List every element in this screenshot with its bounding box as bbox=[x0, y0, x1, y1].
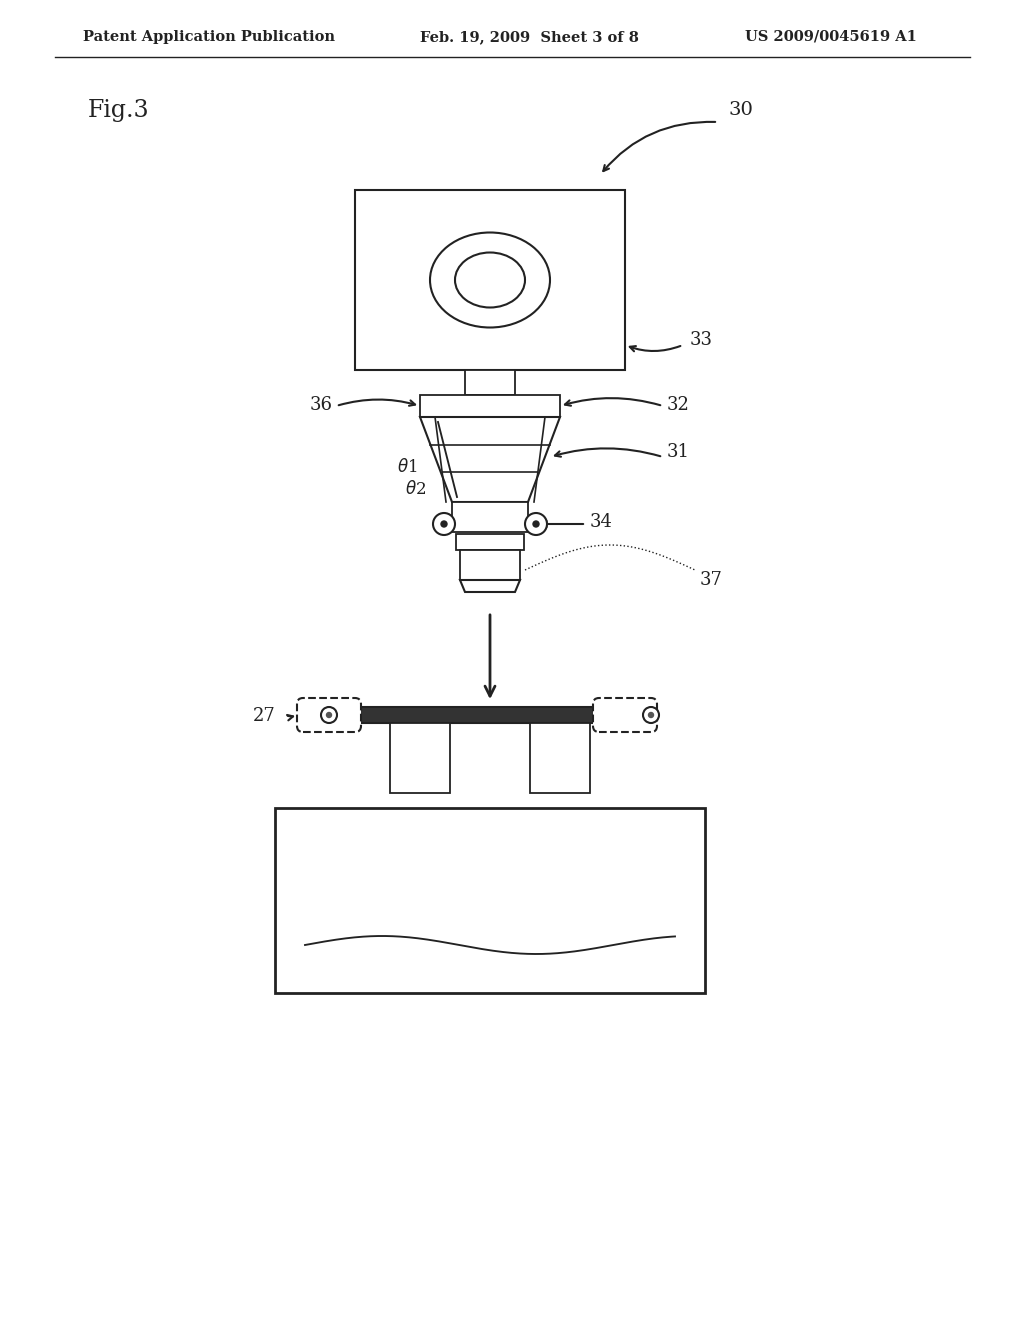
Bar bbox=[390, 723, 450, 793]
Text: Patent Application Publication: Patent Application Publication bbox=[83, 30, 335, 44]
Circle shape bbox=[327, 713, 332, 718]
Text: 32: 32 bbox=[667, 396, 690, 414]
Bar bbox=[465, 370, 515, 395]
Text: 30: 30 bbox=[728, 102, 753, 119]
Ellipse shape bbox=[430, 232, 550, 327]
Circle shape bbox=[643, 708, 659, 723]
Circle shape bbox=[433, 513, 455, 535]
Circle shape bbox=[441, 521, 447, 527]
Circle shape bbox=[648, 713, 653, 718]
Polygon shape bbox=[420, 417, 560, 502]
Bar bbox=[530, 723, 590, 793]
Bar bbox=[420, 395, 560, 417]
FancyBboxPatch shape bbox=[593, 698, 657, 733]
FancyBboxPatch shape bbox=[297, 698, 361, 733]
Circle shape bbox=[321, 708, 337, 723]
Bar bbox=[345, 708, 635, 723]
Polygon shape bbox=[460, 579, 520, 591]
Text: 37: 37 bbox=[700, 572, 723, 589]
Text: 33: 33 bbox=[690, 331, 713, 348]
Text: Fig.3: Fig.3 bbox=[88, 99, 150, 121]
Text: 36: 36 bbox=[310, 396, 333, 414]
Text: Feb. 19, 2009  Sheet 3 of 8: Feb. 19, 2009 Sheet 3 of 8 bbox=[420, 30, 639, 44]
Text: 27: 27 bbox=[253, 708, 275, 725]
Text: 31: 31 bbox=[667, 444, 690, 461]
Bar bbox=[452, 502, 528, 532]
Circle shape bbox=[534, 521, 539, 527]
Ellipse shape bbox=[455, 252, 525, 308]
Text: $\theta$1: $\theta$1 bbox=[397, 458, 418, 477]
Bar bbox=[275, 808, 705, 993]
Text: 34: 34 bbox=[590, 513, 613, 531]
Bar bbox=[456, 535, 524, 550]
Circle shape bbox=[525, 513, 547, 535]
Bar bbox=[460, 550, 520, 579]
Bar bbox=[355, 190, 625, 370]
Text: $\theta$2: $\theta$2 bbox=[406, 480, 426, 498]
Text: US 2009/0045619 A1: US 2009/0045619 A1 bbox=[745, 30, 916, 44]
